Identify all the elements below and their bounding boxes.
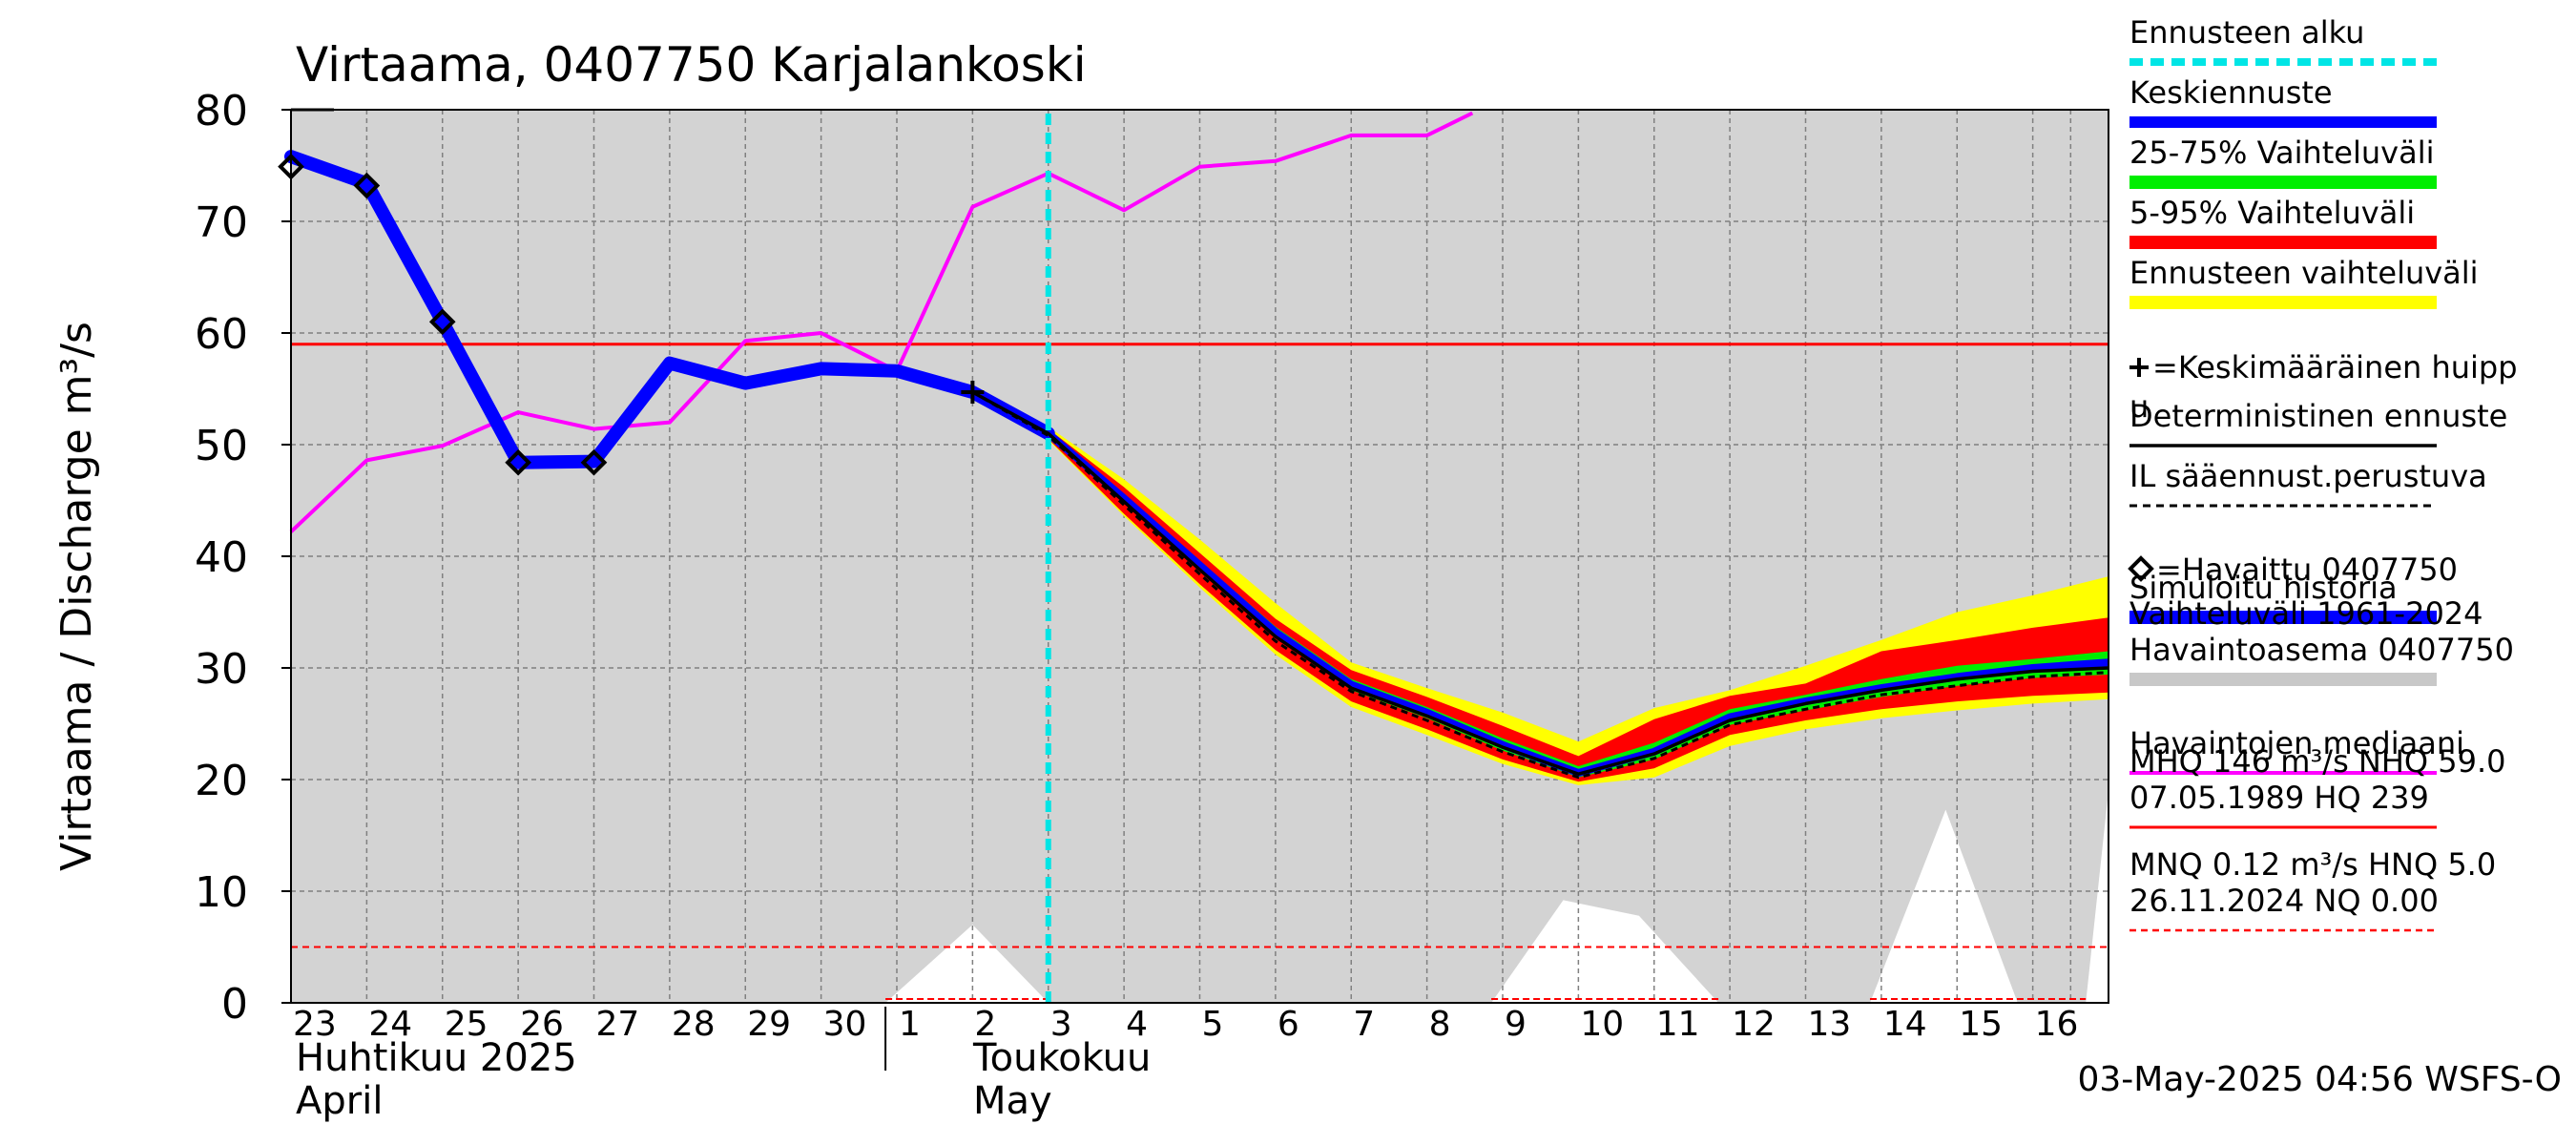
x-tick-label: 26	[520, 1005, 564, 1044]
x-tick-label: 25	[445, 1005, 488, 1044]
x-tick-label: 29	[747, 1005, 791, 1044]
x-tick-label: 28	[672, 1005, 716, 1044]
y-axis-label: Virtaama / Discharge m³/s	[52, 322, 101, 871]
deterministic-forecast-line	[971, 390, 2109, 776]
observed-point-marker	[353, 172, 381, 199]
x-tick-label: 7	[1353, 1005, 1375, 1044]
legend-plus-marker	[2129, 358, 2149, 377]
simulated-history-line	[284, 150, 1055, 469]
x-tick-label: 1	[899, 1005, 921, 1044]
month-label-april-fi: Huhtikuu 2025	[296, 1036, 577, 1080]
y-tick-label: 30	[195, 645, 248, 694]
legend-item: Havaintojen mediaani	[2129, 725, 2464, 775]
legend-label-line2: 07.05.1989 HQ 239	[2129, 780, 2429, 816]
history-range-area	[885, 790, 2109, 1003]
x-tick-label: 15	[1959, 1005, 2003, 1044]
x-tick-label: 8	[1429, 1005, 1451, 1044]
x-tick-label: 30	[823, 1005, 867, 1044]
observed-point-marker	[580, 448, 608, 476]
x-tick-label: 2	[974, 1005, 996, 1044]
legend-label: Simuloitu historia	[2129, 570, 2398, 606]
reference-lines-layer	[291, 343, 2109, 1000]
x-tick-label: 16	[2035, 1005, 2079, 1044]
x-tick-label: 11	[1656, 1005, 1700, 1044]
x-tick-label: 3	[1050, 1005, 1072, 1044]
month-label-may-fi: Toukokuu	[972, 1036, 1151, 1080]
y-tick-label: 20	[195, 757, 248, 805]
x-tick-label: 6	[1278, 1005, 1299, 1044]
y-tick-label: 70	[195, 198, 248, 247]
y-tick-label: 80	[195, 87, 248, 135]
legend-item: Ennusteen alku	[2129, 14, 2437, 66]
legend-item: Keskiennuste	[2129, 74, 2437, 128]
legend-label: Havaintojen mediaani	[2129, 725, 2464, 761]
il-forecast-line	[971, 390, 2109, 780]
history-range-layer	[885, 790, 2109, 1003]
x-tick-label: 10	[1580, 1005, 1624, 1044]
legend-diamond-marker	[2128, 555, 2154, 582]
x-tick-label: 9	[1505, 1005, 1527, 1044]
legend-item: Vaihteluväli 1961-2024 Havaintoasema 040…	[2129, 595, 2514, 686]
legend: Ennusteen alku Keskiennuste 25-75% Vaihtel…	[2128, 14, 2518, 932]
y-tick-label: 40	[195, 533, 248, 582]
legend-item: IL sääennust.perustuva	[2129, 458, 2487, 508]
legend-label: =Havaittu 0407750	[2156, 552, 2458, 588]
legend-label: =Keskimääräinen huipp	[2152, 349, 2518, 385]
x-tick-label: 14	[1883, 1005, 1927, 1044]
legend-label: Keskiennuste	[2129, 74, 2333, 111]
y-tick-label: 60	[195, 310, 248, 359]
y-tick-label: 50	[195, 422, 248, 470]
x-tick-label: 27	[596, 1005, 640, 1044]
legend-label: IL sääennust.perustuva	[2129, 458, 2487, 494]
x-tick-label: 23	[293, 1005, 337, 1044]
series-layer	[284, 111, 2109, 1003]
legend-label: MHQ 146 m³/s NHQ 59.0	[2129, 743, 2506, 780]
legend-label: 5-95% Vaihteluväli	[2129, 195, 2415, 231]
legend-item: =Havaittu 0407750	[2128, 552, 2458, 588]
legend-label: Vaihteluväli 1961-2024	[2129, 595, 2483, 632]
legend-item: MNQ 0.12 m³/s HNQ 5.026.11.2024 NQ 0.00	[2129, 846, 2496, 932]
x-tick-label: 24	[368, 1005, 412, 1044]
legend-item: 5-95% Vaihteluväli	[2129, 195, 2437, 249]
y-tick-label: 10	[195, 868, 248, 917]
legend-item: 25-75% Vaihteluväli	[2129, 135, 2437, 189]
legend-item: Ennusteen vaihteluväli	[2129, 255, 2479, 309]
x-tick-label: 5	[1202, 1005, 1224, 1044]
timestamp: 03-May-2025 04:56 WSFS-O	[2077, 1060, 2562, 1099]
legend-label: MNQ 0.12 m³/s HNQ 5.0	[2129, 846, 2496, 883]
observed-point-marker	[428, 308, 456, 336]
legend-item: MHQ 146 m³/s NHQ 59.007.05.1989 HQ 239	[2129, 743, 2506, 829]
month-label-april-en: April	[296, 1079, 383, 1123]
legend-label-line2: Havaintoasema 0407750	[2129, 632, 2514, 668]
x-tick-label: 12	[1732, 1005, 1776, 1044]
x-tick-label: 13	[1808, 1005, 1852, 1044]
month-label-may-en: May	[973, 1079, 1052, 1123]
legend-label: Ennusteen vaihteluväli	[2129, 255, 2479, 291]
legend-label: Ennusteen alku	[2129, 14, 2364, 51]
legend-label-line2: u	[2129, 388, 2149, 425]
legend-label-line2: 26.11.2024 NQ 0.00	[2129, 883, 2439, 919]
x-tick-label: 4	[1126, 1005, 1148, 1044]
legend-label: Deterministinen ennuste	[2129, 398, 2507, 434]
legend-label: 25-75% Vaihteluväli	[2129, 135, 2434, 171]
chart-title: Virtaama, 0407750 Karjalankoski	[296, 37, 1087, 93]
observed-point-marker	[505, 448, 531, 476]
legend-item: Simuloitu historia	[2129, 570, 2437, 624]
mean-peak-marker	[961, 381, 985, 405]
legend-item: Deterministinen ennuste	[2129, 398, 2507, 448]
y-tick-label: 0	[221, 980, 248, 1029]
